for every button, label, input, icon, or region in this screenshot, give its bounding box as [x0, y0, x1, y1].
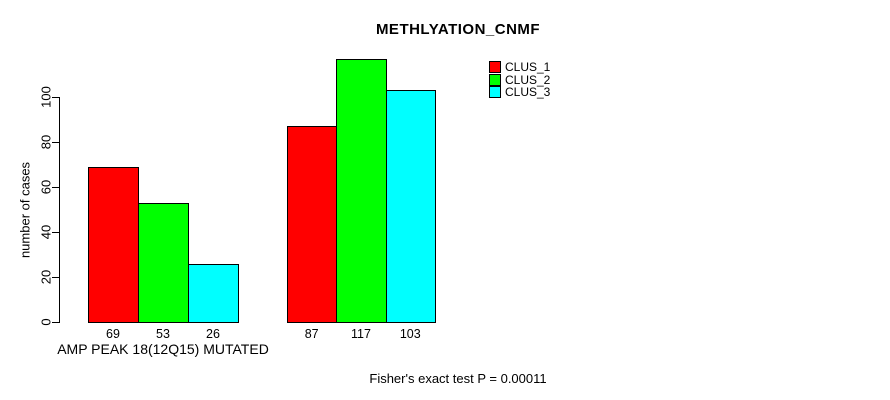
y-tick-label: 80: [38, 134, 54, 150]
bar-value-label: 26: [206, 327, 220, 341]
bar-value-label: 103: [399, 327, 421, 341]
y-tick-label: 40: [38, 224, 54, 240]
y-tick: [52, 231, 59, 233]
y-tick: [52, 186, 59, 188]
legend-swatch-icon: [489, 61, 501, 74]
bar-clus_2-group1: [138, 202, 189, 323]
y-tick-label: 100: [38, 86, 54, 108]
legend-label: CLUS_1: [505, 60, 551, 75]
chart-title: METHLYATION_CNMF: [375, 21, 541, 38]
bar-clus_1-group1: [88, 166, 139, 323]
y-tick-label: 60: [38, 179, 54, 195]
bar-clus_3-group1: [188, 263, 239, 323]
y-tick: [52, 276, 59, 278]
bar-value-label: 53: [156, 327, 170, 341]
legend-label: CLUS_3: [505, 84, 551, 99]
bar-clus_2-group2: [336, 58, 387, 323]
legend: CLUS_1 CLUS_2 CLUS_3: [489, 60, 551, 99]
y-tick-label: 0: [38, 318, 54, 326]
legend-item-clus_1: CLUS_1: [489, 60, 551, 75]
legend-item-clus_3: CLUS_3: [489, 84, 551, 99]
y-tick: [52, 96, 59, 98]
y-axis-label: number of cases: [17, 161, 33, 259]
bar-value-label: 87: [304, 327, 319, 341]
y-tick-label: 20: [38, 269, 54, 285]
bar-value-label: 69: [106, 327, 120, 341]
bar-value-label: 117: [350, 327, 371, 341]
legend-item-clus_2: CLUS_2: [489, 72, 551, 87]
x-axis-group-label: AMP PEAK 18(12Q15) MUTATED: [57, 341, 269, 357]
legend-swatch-icon: [489, 85, 501, 98]
legend-label: CLUS_2: [505, 72, 551, 87]
y-tick: [52, 141, 59, 143]
legend-swatch-icon: [489, 73, 501, 86]
bar-clus_3-group2: [385, 90, 436, 323]
bar-clus_1-group2: [287, 126, 338, 323]
y-tick: [52, 321, 59, 323]
y-axis-line: [59, 97, 60, 323]
footer-text: Fisher's exact test P = 0.00011: [369, 371, 547, 386]
